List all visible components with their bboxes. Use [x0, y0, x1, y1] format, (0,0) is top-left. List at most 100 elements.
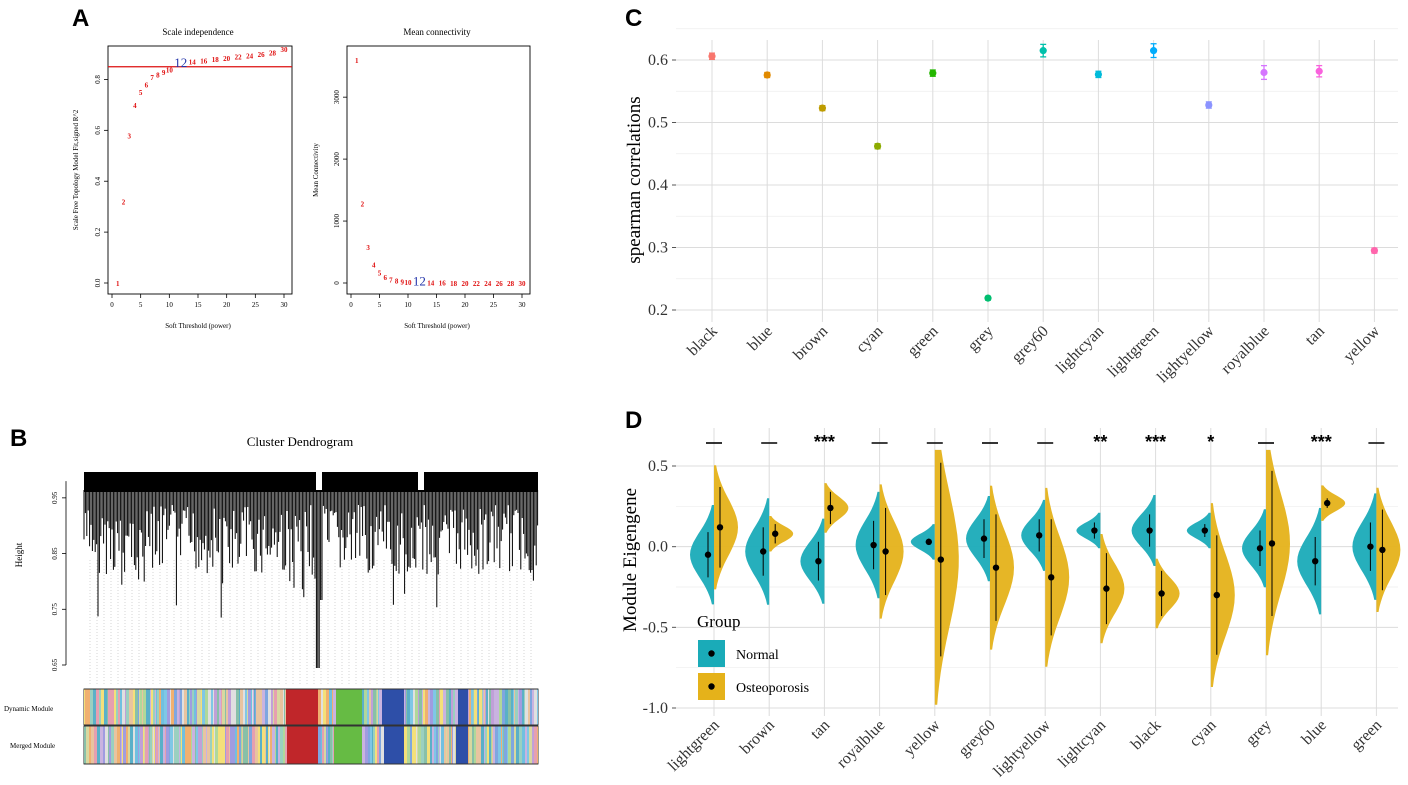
b-merged-stripe [84, 726, 86, 764]
b-dynamic-stripe [537, 689, 538, 725]
b-merged-stripe [243, 726, 245, 764]
d-violin-normal-royalblue [855, 491, 880, 599]
c-xtick-label: black [684, 323, 721, 360]
b-merged-stripe [177, 726, 179, 764]
b-merged-stripe [156, 726, 158, 764]
b-merged-stripe [330, 726, 332, 764]
b-merged-stripe [285, 726, 287, 764]
b-dynamic-stripe [226, 689, 228, 725]
b-merged-stripe [504, 726, 507, 764]
b-dynamic-stripe [104, 689, 107, 725]
b-dynamic-stripe [505, 689, 508, 725]
d-xtick-label: cyan [1186, 717, 1219, 750]
b-dynamic-stripe [443, 689, 446, 725]
b-dynamic-stripe [133, 689, 135, 725]
b-dynamic-stripe [143, 689, 146, 725]
b-merged-stripe [283, 726, 285, 764]
a1-ytick-label: 0.4 [94, 176, 102, 185]
b-merged-stripe [436, 726, 438, 764]
b-dynamic-stripe [497, 689, 499, 725]
b-merged-stripe [221, 726, 223, 764]
b-dynamic-stripe [245, 689, 247, 725]
b-dynamic-stripe [211, 689, 213, 725]
b-merged-stripe [334, 726, 362, 764]
b-merged-stripe [258, 726, 260, 764]
b-merged-stripe [507, 726, 508, 764]
b-y-axis: 0.65 0.75 0.85 0.95 [51, 481, 67, 671]
b-dynamic-stripe [140, 689, 142, 725]
c-xtick-label: lightgreen [1105, 323, 1163, 381]
b-dynamic-stripe [256, 689, 259, 725]
b-merged-stripe [265, 726, 266, 764]
b-dynamic-stripe [228, 689, 229, 725]
a1-ytick-label: 0.6 [94, 125, 102, 134]
b-dynamic-stripe [489, 689, 491, 725]
c-xtick-label: tan [1302, 323, 1328, 349]
d-xtick-label: grey60 [955, 717, 998, 760]
d-legend: Group Normal Osteoporosis [697, 612, 809, 700]
d-osteo-royalblue-mean [882, 548, 889, 555]
b-dynamic-stripe [419, 689, 422, 725]
a2-point-30: 30 [519, 280, 527, 288]
b-merged-stripe [498, 726, 501, 764]
b-merged-stripe [201, 726, 202, 764]
b-dynamic-stripe [522, 689, 524, 725]
b-dynamic-stripe [323, 689, 326, 725]
b-merged-stripe [133, 726, 135, 764]
b-merged-stripe [275, 726, 276, 764]
b-merged-stripe [170, 726, 173, 764]
a1-point-3: 3 [127, 132, 131, 140]
a2-point-2: 2 [361, 201, 365, 209]
b-merged-stripe [430, 726, 432, 764]
b-merged-stripe [86, 726, 89, 764]
d-xtick-label: blue [1299, 717, 1330, 748]
a2-point-3: 3 [366, 244, 370, 252]
b-merged-stripe [203, 726, 206, 764]
c-xtick-label: yellow [1340, 322, 1383, 365]
b-merged-stripe [412, 726, 414, 764]
b-dynamic-stripe [252, 689, 253, 725]
a1-point-7: 7 [150, 74, 154, 82]
b-merged-stripe [444, 726, 446, 764]
d-sig-lightcyan: ** [1093, 432, 1107, 452]
a1-ytick-label: 0.0 [94, 278, 102, 287]
b-merged-stripe [476, 726, 478, 764]
d-sig-tan: *** [814, 432, 835, 452]
b-dynamic-stripe [194, 689, 196, 725]
b-dynamic-stripe [201, 689, 202, 725]
b-merged-stripe [508, 726, 511, 764]
b-dynamic-stripe [156, 689, 157, 725]
b-merged-stripe [214, 726, 215, 764]
c-xtick-label: lightyellow [1154, 322, 1218, 386]
d-osteo-yellow-mean [937, 556, 944, 563]
b-dynamic-stripe [162, 689, 164, 725]
b-dynamic-stripe [84, 689, 85, 725]
b-dynamic-stripe [479, 689, 482, 725]
a2-point-8: 8 [395, 278, 399, 286]
b-merged-stripe [153, 726, 154, 764]
b-dynamic-stripe [111, 689, 114, 725]
b-merged-stripe [474, 726, 476, 764]
b-dynamic-stripe [285, 689, 286, 725]
a2-point-18: 18 [450, 280, 458, 288]
a2-ytick-label: 0 [333, 281, 341, 285]
b-dynamic-stripe [147, 689, 150, 725]
b-merged-stripe [278, 726, 280, 764]
b-merged-stripe [182, 726, 185, 764]
b-merged-stripe [260, 726, 262, 764]
b-dynamic-stripe [239, 689, 240, 725]
a1-ytick-label: 0.2 [94, 227, 102, 236]
b-merged-stripe [210, 726, 212, 764]
b-dynamic-stripe [219, 689, 221, 725]
c-point-lightcyan [1094, 70, 1102, 78]
b-merged-stripe [427, 726, 430, 764]
a2-point-1: 1 [355, 57, 359, 65]
b-merged-stripe [188, 726, 191, 764]
b-dynamic-stripe [171, 689, 174, 725]
b-merged-stripe [365, 726, 368, 764]
b-dynamic-stripe [451, 689, 453, 725]
b-dynamic-stripe [362, 689, 364, 725]
b-merged-stripe [489, 726, 491, 764]
b-dynamic-stripe [248, 689, 251, 725]
